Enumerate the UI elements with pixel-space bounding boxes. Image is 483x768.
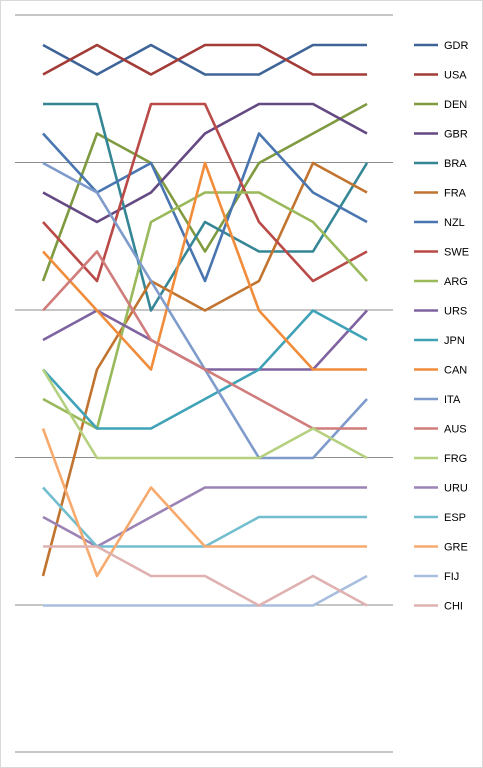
legend-label: USA [444,70,467,82]
legend-label: URU [444,483,468,495]
series-line-usa [42,43,367,76]
legend-item-den: DEN [414,99,467,111]
legend-item-usa: USA [414,70,467,82]
legend-item-arg: ARG [414,276,468,288]
legend-label: GBR [444,129,468,141]
legend-label: FIJ [444,571,459,583]
legend-label: JPN [444,335,465,347]
legend-item-jpn: JPN [414,335,465,347]
series-line-fij [43,574,368,607]
series-line-esp [42,486,367,548]
series-line-chi [43,545,368,607]
legend-item-fij: FIJ [414,571,459,583]
legend-label: CAN [444,365,467,377]
series-line-frg [41,368,368,460]
series-line-den [41,102,368,282]
series-line-jpn [42,309,368,430]
series-line-swe [42,102,368,283]
series-line-fra [41,161,368,577]
legend-label: GRE [444,542,468,554]
series-line-gbr [42,102,368,224]
legend-label: AUS [444,424,467,436]
legend-item-urs: URS [414,306,467,318]
legend-label: BRA [444,158,467,170]
legend-item-gre: GRE [414,542,468,554]
legend-label: NZL [444,217,465,229]
legend-label: FRG [444,453,467,465]
legend-label: ARG [444,276,468,288]
series-line-gre [41,428,367,578]
legend-label: FRA [444,188,467,200]
legend-label: CHI [444,601,463,613]
legend-item-gbr: GBR [414,129,468,141]
legend: GDR USA DEN GBR BRA FRA NZL SWE ARG URS JPN CAN ITA A… [414,40,469,613]
legend-label: DEN [444,99,467,111]
legend-label: SWE [444,247,469,259]
series-line-can [42,161,367,371]
series-line-urs [42,309,368,371]
legend-item-esp: ESP [414,512,466,524]
legend-item-chi: CHI [414,601,463,613]
legend-item-fra: FRA [414,188,467,200]
series-line-bra [43,102,369,312]
legend-item-bra: BRA [414,158,467,170]
legend-item-can: CAN [414,365,467,377]
legend-label: GDR [444,40,469,52]
gridlines [15,14,393,753]
legend-item-ita: ITA [414,394,461,406]
series-line-gdr [42,43,367,76]
legend-item-nzl: NZL [414,217,465,229]
legend-item-aus: AUS [414,424,467,436]
legend-item-uru: URU [414,483,468,495]
legend-label: URS [444,306,467,318]
legend-label: ITA [444,394,461,406]
series-lines [41,43,369,607]
legend-item-swe: SWE [414,247,469,259]
legend-label: ESP [444,512,466,524]
legend-item-gdr: GDR [414,40,469,52]
legend-item-frg: FRG [414,453,467,465]
